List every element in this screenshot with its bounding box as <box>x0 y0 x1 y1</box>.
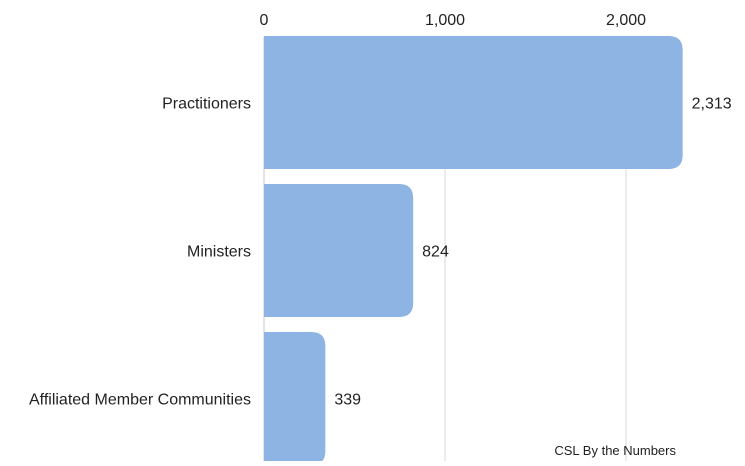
value-label: 824 <box>422 244 449 261</box>
bar-ministers <box>264 184 414 317</box>
bar-practitioners <box>264 36 683 169</box>
x-tick-label: 1,000 <box>425 12 465 29</box>
x-tick-label: 2,000 <box>606 12 646 29</box>
chart-caption: CSL By the Numbers <box>554 443 676 458</box>
category-label: Affiliated Member Communities <box>29 392 251 409</box>
category-label: Practitioners <box>162 96 251 113</box>
x-tick-label: 0 <box>260 12 269 29</box>
value-label: 2,313 <box>692 96 732 113</box>
value-label: 339 <box>334 392 361 409</box>
x-axis-ticks: 0 1,000 2,000 <box>260 12 647 29</box>
value-labels: 2,313 824 339 <box>334 96 731 409</box>
bar-affiliated-member-communities <box>264 332 326 465</box>
category-labels: Practitioners Ministers Affiliated Member … <box>29 96 251 409</box>
bars <box>264 36 683 465</box>
category-label: Ministers <box>187 244 251 261</box>
